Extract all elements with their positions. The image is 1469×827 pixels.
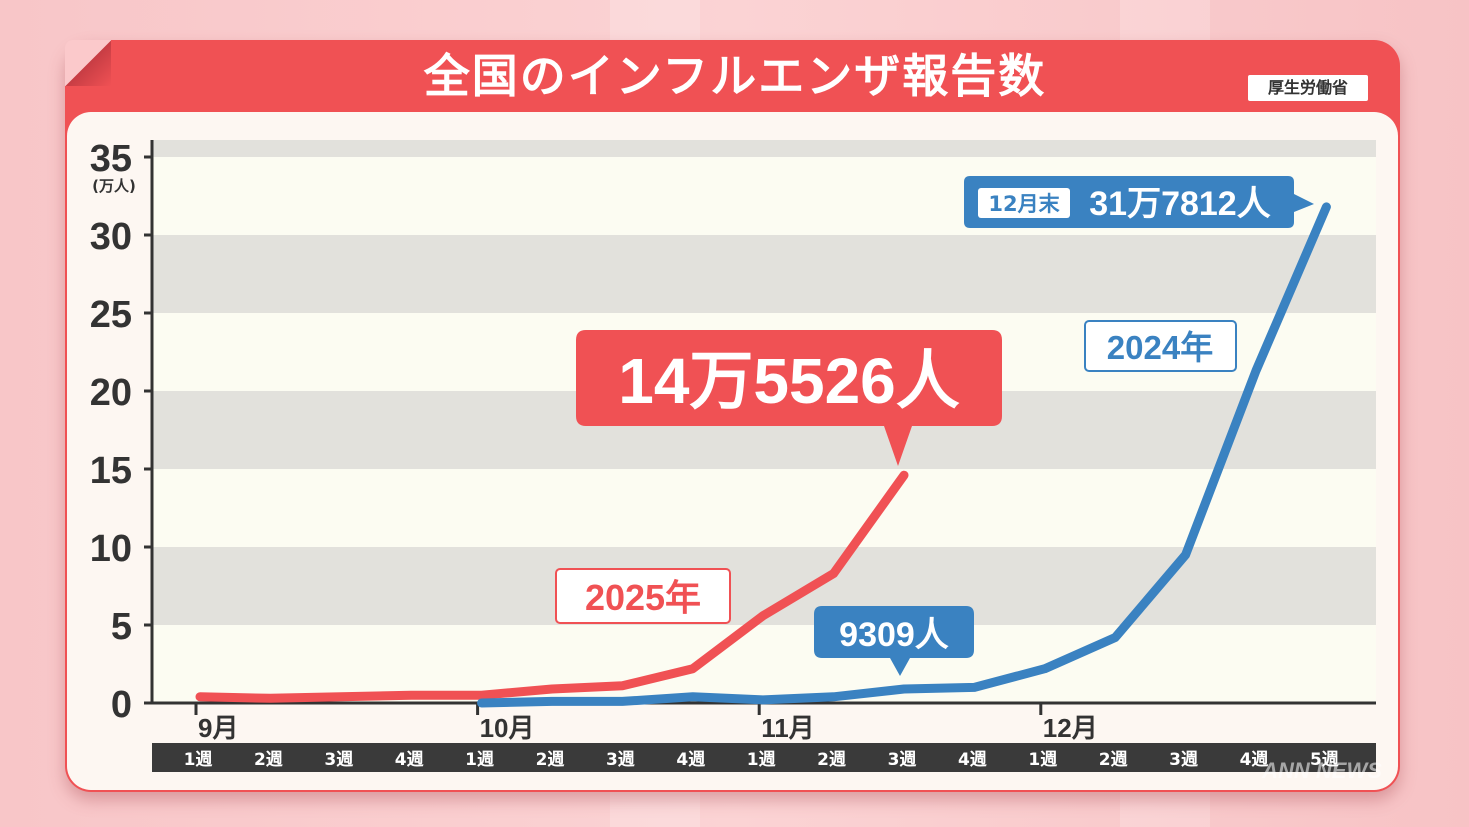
page-fold-corner [65, 40, 111, 86]
week-label: 3週 [606, 750, 635, 770]
week-label: 1週 [465, 750, 494, 770]
callout-2024-low [814, 606, 974, 676]
week-label: 2週 [1099, 750, 1128, 770]
week-bar [152, 743, 1376, 772]
source-badge: 厚生労働省 [1248, 75, 1368, 101]
month-label: 12月 [1043, 713, 1098, 743]
week-label: 3週 [324, 750, 353, 770]
y-tick-label: 0 [111, 684, 132, 726]
series-label-2024: 2024年 [1107, 329, 1213, 366]
week-label: 5週 [1310, 750, 1339, 770]
week-label: 1週 [1028, 750, 1057, 770]
week-label: 4週 [395, 750, 424, 770]
y-tick-label: 15 [90, 450, 132, 492]
series-line-2025年 [195, 470, 909, 703]
y-tick-label: 25 [90, 294, 132, 336]
month-label: 9月 [198, 713, 238, 743]
week-label: 2週 [254, 750, 283, 770]
watermark-logo: ANN NEWS [1261, 758, 1382, 783]
y-tick-label: 20 [90, 372, 132, 414]
series-label-box-2025 [555, 568, 731, 624]
grid-band [152, 140, 1376, 157]
callout-2025 [576, 330, 1002, 466]
week-label: 1週 [747, 750, 776, 770]
week-label: 4週 [958, 750, 987, 770]
callout-2024-end-prefix-box [978, 188, 1070, 218]
y-unit-label: (万人) [92, 177, 136, 195]
y-tick-label: 5 [111, 606, 132, 648]
y-tick-label: 35 [90, 138, 132, 180]
series-line-2024年 [477, 202, 1331, 708]
week-label: 4週 [1240, 750, 1269, 770]
grid-band [152, 235, 1376, 313]
week-label: 3週 [888, 750, 917, 770]
callout-2024-end-prefix: 12月末 [988, 192, 1060, 216]
callout-2024-low-text: 9309人 [839, 616, 949, 654]
series-label-box-2024 [1084, 320, 1237, 372]
week-label: 3週 [1169, 750, 1198, 770]
callout-2025-text: 14万5526人 [618, 345, 960, 417]
month-label: 10月 [480, 713, 535, 743]
week-label: 2週 [536, 750, 565, 770]
y-tick-label: 10 [90, 528, 132, 570]
series-label-2025: 2025年 [585, 577, 701, 618]
chart-title: 全国のインフルエンザ報告数 [423, 49, 1047, 103]
y-tick-label: 30 [90, 216, 132, 258]
callout-2024-end-text: 31万7812人 [1089, 185, 1270, 223]
week-label: 4週 [676, 750, 705, 770]
week-label: 1週 [184, 750, 213, 770]
month-label: 11月 [761, 713, 815, 743]
week-label: 2週 [817, 750, 846, 770]
